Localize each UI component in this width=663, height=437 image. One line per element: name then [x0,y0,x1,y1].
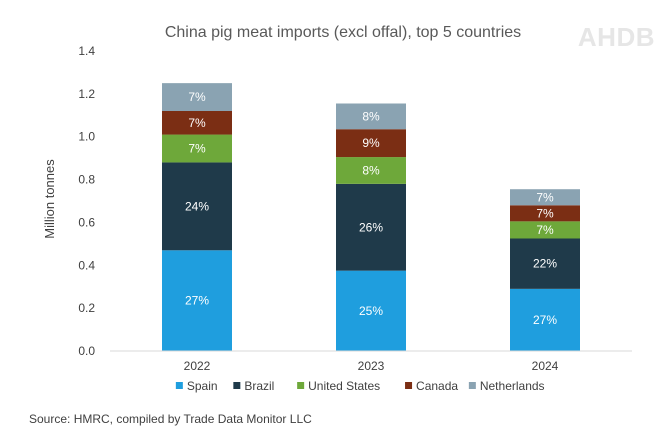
y-tick-label: 1.2 [78,87,95,101]
y-axis-ticks: 0.0 0.2 0.4 0.6 0.8 1.0 1.2 1.4 [78,44,95,358]
bar-segment-united-states [162,134,232,163]
y-tick-label: 0.8 [78,173,95,187]
bar-segment-united-states [510,221,580,239]
y-tick-label: 1.4 [78,44,95,58]
data-label-spain: 27% [185,294,209,308]
chart-title: China pig meat imports (excl offal), top… [165,24,521,41]
bar-segment-spain [336,270,406,351]
data-label-brazil: 22% [533,257,557,271]
bar-segment-netherlands [162,83,232,111]
data-label-spain: 25% [359,304,383,318]
source-note: Source: HMRC, compiled by Trade Data Mon… [29,412,312,426]
legend-label-canada: Canada [416,379,458,393]
data-label-brazil: 26% [359,220,383,234]
y-tick-label: 0.4 [78,258,95,272]
data-label-netherlands: 7% [188,90,206,104]
legend-label-netherlands: Netherlands [480,379,545,393]
legend-label-brazil: Brazil [244,379,274,393]
bar-segment-spain [510,288,580,351]
x-tick-label: 2023 [358,359,385,373]
bar-segment-brazil [162,162,232,251]
data-label-united-states: 7% [188,142,206,156]
data-label-spain: 27% [533,313,557,327]
legend-label-spain: Spain [187,379,218,393]
y-tick-label: 0.6 [78,215,95,229]
data-label-canada: 9% [362,136,380,150]
ahdb-logo: AHDB [578,22,655,52]
data-label-brazil: 24% [185,199,209,213]
bar-segment-netherlands [510,189,580,206]
bar-segment-canada [162,111,232,135]
x-axis-ticks: 2022 2023 2024 [184,359,559,373]
bar-segment-brazil [510,238,580,289]
y-tick-label: 0.2 [78,301,95,315]
data-label-united-states: 8% [362,163,380,177]
legend-swatch-spain [175,382,183,389]
legend-swatch-brazil [233,382,241,389]
bar-segment-brazil [336,183,406,271]
legend-label-united-states: United States [308,379,380,393]
bar-segment-canada [336,129,406,158]
legend-swatch-united-states [297,382,305,389]
data-label-united-states: 7% [536,223,554,237]
bar-segment-canada [510,205,580,222]
legend-swatch-netherlands [468,382,476,389]
data-label-netherlands: 7% [536,190,554,204]
x-tick-label: 2022 [184,359,211,373]
y-tick-label: 0.0 [78,344,95,358]
y-axis-label: Million tonnes [42,159,57,239]
x-tick-label: 2024 [532,359,559,373]
bars-group: 27% 24% 7% 7% 7% 25% 26% 8% 9% 8% 27% 22% 7% 7% 7% [162,83,580,351]
bar-segment-netherlands [336,103,406,130]
data-label-canada: 7% [188,116,206,130]
bar-segment-united-states [336,157,406,184]
bar-segment-spain [162,250,232,351]
data-label-netherlands: 8% [362,109,380,123]
legend-swatch-canada [405,382,413,389]
legend: Spain Brazil United States Canada Netherland… [175,379,545,393]
y-tick-label: 1.0 [78,130,95,144]
data-label-canada: 7% [536,206,554,220]
